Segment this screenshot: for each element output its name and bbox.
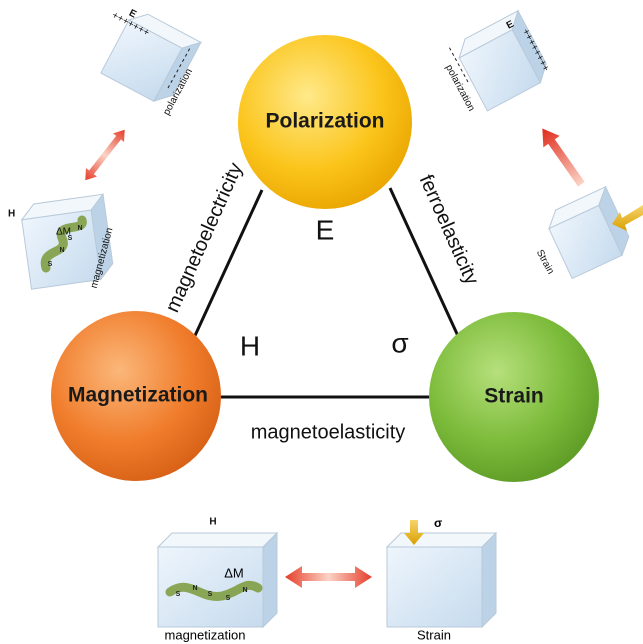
cube [156, 531, 279, 629]
edge-label: ferroelasticity [415, 171, 483, 288]
pole: N [192, 585, 197, 592]
cube [548, 185, 630, 280]
field-symbol: H [240, 330, 260, 361]
pole: S [226, 595, 231, 602]
stress-arrow [404, 520, 424, 545]
node-label: Polarization [265, 110, 384, 133]
inset-caption: magnetization [165, 627, 246, 642]
cube-top [385, 532, 498, 548]
cube-front [100, 19, 183, 102]
cube-front [548, 204, 623, 280]
cube [385, 531, 498, 629]
inset-caption: Strain [534, 248, 556, 276]
edge-line [388, 187, 460, 337]
cube-side [262, 531, 278, 629]
negative-charges [447, 44, 469, 83]
field-symbol: E [316, 214, 335, 245]
inset-field: H [8, 209, 15, 220]
pole: S [208, 591, 213, 598]
node-circle [51, 311, 221, 481]
node-circle [238, 35, 412, 209]
stress-arrow [612, 205, 643, 231]
cube [458, 9, 547, 112]
pole: S [48, 261, 53, 268]
cube-front [458, 29, 542, 112]
pole: N [59, 247, 64, 254]
domain-wave [165, 580, 263, 601]
arrow [542, 128, 585, 187]
edge-label: magnetoelectricity [162, 160, 248, 316]
cubes [20, 9, 630, 629]
triangle [191, 187, 460, 399]
edge-line [191, 189, 264, 341]
pole: N [242, 587, 247, 594]
negative-charges [167, 47, 191, 89]
double-arrow [85, 129, 125, 181]
inset-moment: ΔM [56, 227, 71, 238]
edge-label: magnetoelasticity [251, 421, 406, 443]
node-label: Strain [484, 385, 544, 408]
cube-front [386, 546, 483, 628]
cube-side [481, 531, 497, 629]
field-symbol: σ [391, 327, 408, 358]
double-arrow [285, 566, 372, 588]
arrows [85, 128, 643, 588]
pole: S [68, 235, 73, 242]
inset-field: H [209, 517, 216, 528]
pole: S [176, 591, 181, 598]
inset-field: E [127, 8, 138, 21]
pole: N [77, 225, 82, 232]
inset-field: σ [434, 516, 442, 530]
inset-field: E [505, 19, 516, 32]
inset-caption: Strain [417, 627, 451, 642]
cube-top [156, 532, 279, 548]
node-circle [429, 312, 599, 482]
node-label: Magnetization [68, 384, 208, 407]
domain-wave [40, 215, 87, 273]
inset-moment: ΔM [224, 565, 244, 580]
